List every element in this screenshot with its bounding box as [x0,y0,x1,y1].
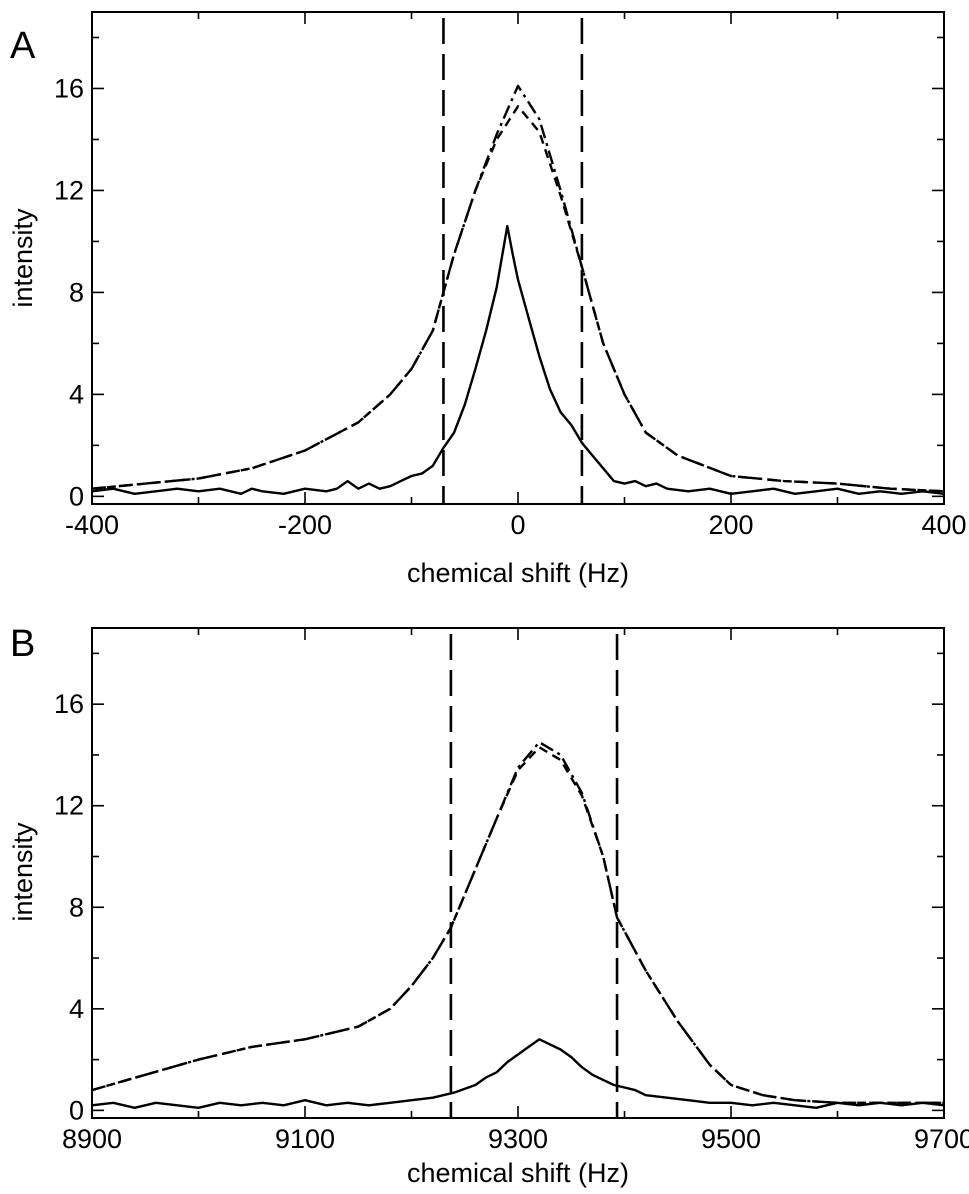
panel-b-series [91,741,945,1110]
panel-a-x-tick-label: 400 [921,510,966,540]
panel-b-ticks [91,628,945,1118]
panel-b-y-tick-label: 8 [69,892,84,922]
panel-a-letter: A [10,25,36,67]
panel-a-y-tick-label: 8 [69,277,84,307]
panel-b-series-dashed-line [91,746,944,1105]
panel-b-x-tick-label: 9500 [701,1124,761,1154]
panel-b-x-tick-label: 8900 [62,1124,122,1154]
panel-b-markers [449,634,619,1118]
panel-a-x-tick-label: -400 [65,510,119,540]
panel-b: B 8900 9100 9300 9500 9700 0 4 8 12 16 chemical … [8,623,969,1188]
panel-a-y-axis-label: intensity [8,208,38,308]
panel-b-y-axis-label: intensity [8,822,38,922]
panel-a-y-tick-label: 4 [69,379,84,409]
panel-b-x-tick-labels: 8900 9100 9300 9500 9700 [62,1124,969,1154]
panel-b-y-tick-labels: 0 4 8 12 16 [54,689,84,1125]
panel-a-ticks [91,12,945,504]
panel-a-series-dashed-line [91,105,945,493]
panel-b-y-tick-label: 12 [54,791,84,821]
panel-a-series-solid-line [91,224,945,495]
panel-a-x-tick-labels: -400 -200 0 200 400 [65,510,967,540]
panel-b-x-tick-label: 9300 [488,1124,548,1154]
panel-a-series [91,84,945,495]
panel-b-y-tick-label: 0 [69,1095,84,1125]
panel-b-plot-frame [91,627,945,1119]
panel-a: A -400 -200 0 200 400 0 4 8 12 16 chemical shift… [8,11,967,588]
panel-a-x-tick-label: -200 [278,510,332,540]
panel-b-x-tick-label: 9100 [275,1124,335,1154]
panel-b-letter: B [10,623,35,665]
panel-b-x-tick-label: 9700 [914,1124,969,1154]
panel-b-y-tick-label: 4 [69,994,84,1024]
panel-a-y-tick-label: 16 [54,73,84,103]
panel-a-y-tick-labels: 0 4 8 12 16 [54,73,84,511]
panel-a-y-tick-label: 12 [54,175,84,205]
panel-a-x-axis-label: chemical shift (Hz) [407,558,629,588]
panel-b-series-dash-dot-line [91,741,944,1105]
panel-a-x-tick-label: 200 [708,510,753,540]
panel-b-y-tick-label: 16 [54,689,84,719]
panel-b-series-solid-line [91,1038,945,1110]
panel-a-markers [442,18,584,504]
panel-a-series-dash-dot-line [91,84,945,493]
panel-b-x-axis-label: chemical shift (Hz) [407,1158,629,1188]
panel-a-x-tick-label: 0 [510,510,525,540]
panel-a-y-tick-label: 0 [69,481,84,511]
